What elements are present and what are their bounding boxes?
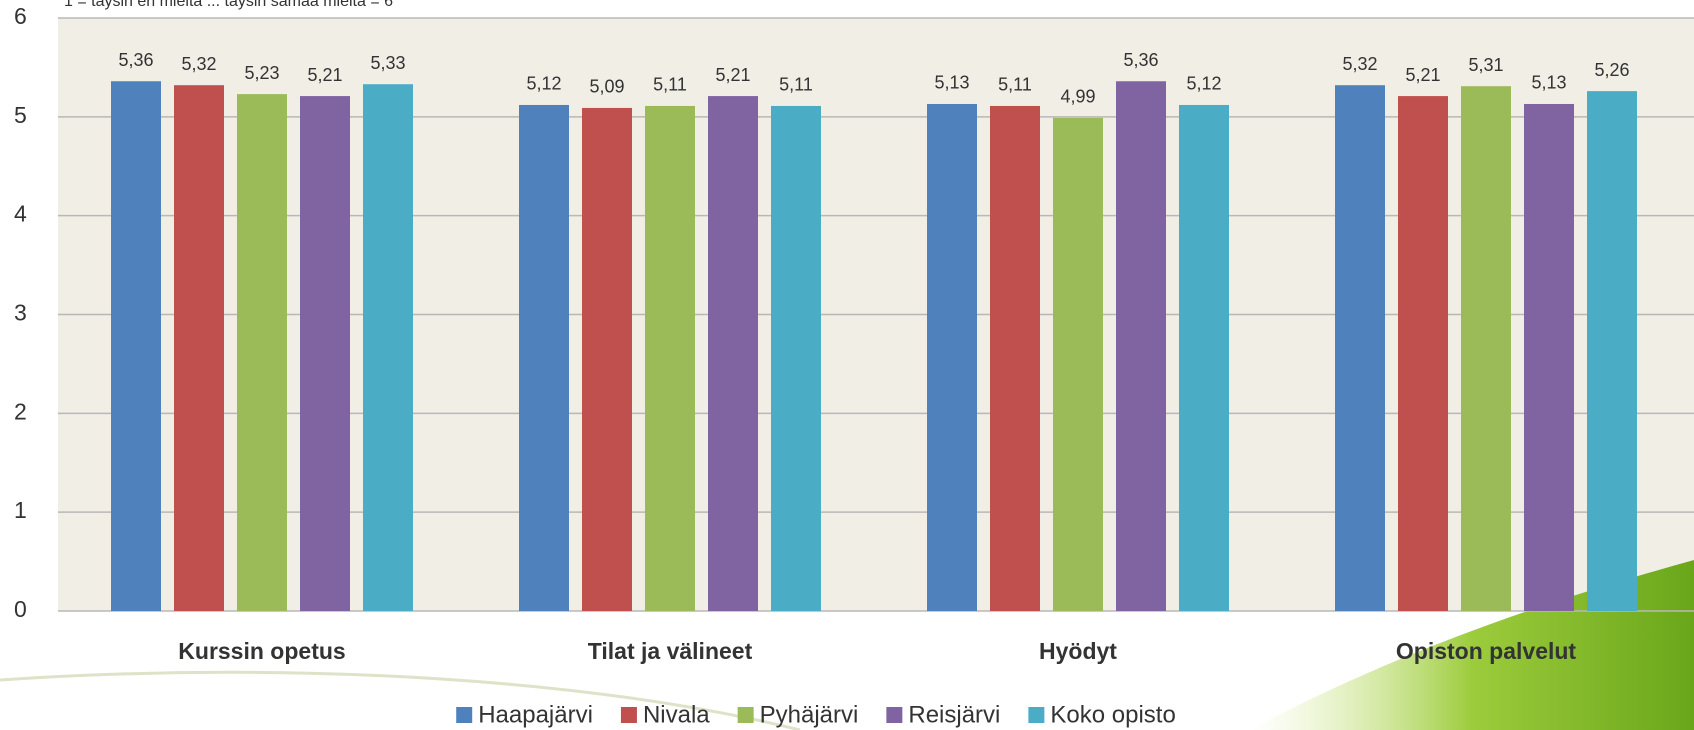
value-label: 5,33 [370, 53, 405, 73]
bar [300, 96, 350, 612]
bar [111, 81, 161, 611]
value-label: 5,36 [118, 50, 153, 70]
value-label: 5,12 [526, 74, 561, 94]
y-tick-label: 1 [14, 497, 27, 523]
value-label: 5,11 [653, 75, 687, 95]
value-label: 5,32 [181, 54, 216, 74]
bar [582, 107, 632, 612]
plot: 0 1 2 3 4 5 6 Kurssin opetus 5,36 5,32 5,23 5,21 5,3… [14, 3, 1694, 728]
y-tick-label: 0 [14, 596, 27, 622]
legend-swatch [456, 707, 473, 723]
bar [927, 103, 977, 612]
y-tick-label: 5 [14, 102, 27, 128]
value-label: 5,21 [715, 65, 750, 85]
legend-swatch [620, 707, 637, 723]
bar [708, 96, 758, 612]
value-label: 5,13 [1531, 73, 1566, 93]
value-label: 5,31 [1468, 55, 1503, 75]
legend-label: Haapajärvi [478, 701, 593, 728]
bar [1587, 91, 1637, 612]
subtitle: 1 = täysin eri mieltä ... täysin samaa m… [64, 0, 393, 10]
y-tick-label: 2 [14, 398, 27, 424]
y-tick-label: 4 [14, 201, 27, 227]
value-label: 5,36 [1123, 50, 1158, 70]
value-label: 5,21 [1405, 65, 1440, 85]
y-tick-label: 6 [14, 3, 27, 29]
legend-swatch [1028, 707, 1045, 723]
bar [1053, 117, 1103, 612]
value-label: 5,09 [589, 77, 624, 97]
bar [1524, 103, 1574, 612]
x-tick-label: Hyödyt [1039, 638, 1117, 664]
bar [237, 94, 287, 611]
x-tick-label: Opiston palvelut [1396, 638, 1577, 664]
bar [990, 105, 1040, 611]
bar [1461, 86, 1511, 611]
value-label: 5,13 [934, 73, 969, 93]
legend-label: Nivala [643, 701, 710, 728]
value-label: 5,23 [244, 63, 279, 83]
legend-label: Pyhäjärvi [760, 701, 859, 728]
bar [771, 105, 821, 611]
value-label: 5,11 [779, 75, 813, 95]
value-label: 5,26 [1594, 60, 1629, 80]
legend-swatch [737, 707, 754, 723]
legend-label: Koko opisto [1050, 701, 1175, 728]
decor-line [0, 670, 801, 730]
bar [1335, 85, 1385, 611]
bar [363, 84, 413, 612]
value-label: 5,12 [1186, 74, 1221, 94]
bar [519, 104, 569, 612]
decor-swoosh [1250, 560, 1694, 730]
bar [645, 105, 695, 611]
bar [174, 85, 224, 611]
legend-swatch [886, 707, 903, 723]
value-label: 5,32 [1342, 54, 1377, 74]
x-tick-label: Tilat ja välineet [588, 638, 753, 664]
x-tick-label: Kurssin opetus [178, 638, 345, 664]
y-tick-label: 3 [14, 300, 27, 326]
legend-label: Reisjärvi [908, 701, 1000, 728]
value-label: 5,11 [998, 75, 1032, 95]
value-label: 5,21 [307, 65, 342, 85]
bar [1116, 81, 1166, 611]
bar [1179, 104, 1229, 612]
bar [1398, 96, 1448, 612]
value-label: 4,99 [1060, 87, 1095, 107]
